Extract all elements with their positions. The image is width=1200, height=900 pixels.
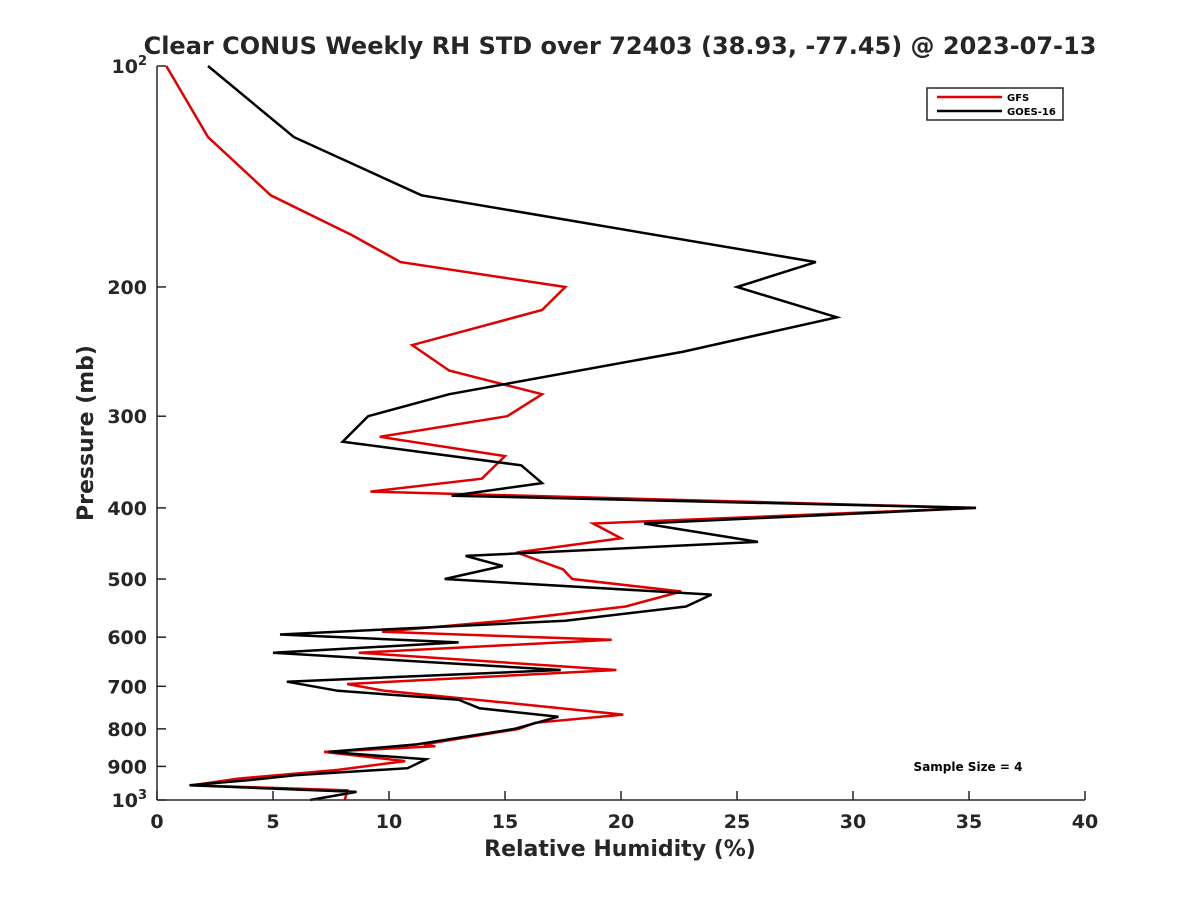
legend-entry-goes-16: GOES-16 [1007, 107, 1056, 118]
y-tick-label: 300 [107, 406, 147, 428]
y-tick-label: 700 [107, 676, 147, 698]
x-tick-label: 30 [840, 811, 866, 833]
y-axis-label: Pressure (mb) [74, 345, 99, 521]
series-layer [165, 65, 977, 802]
legend-entry-gfs: GFS [1007, 93, 1029, 104]
x-tick-label: 5 [266, 811, 279, 833]
y-tick-label: 102 [112, 54, 148, 78]
series-line-goes-16 [189, 65, 977, 802]
y-tick-label: 900 [107, 756, 147, 778]
y-tick-label: 200 [107, 277, 147, 299]
plot-area [157, 66, 1085, 800]
x-tick-label: 15 [492, 811, 518, 833]
legend: GFS GOES-16 [926, 87, 1064, 121]
y-tick-label: 400 [107, 498, 147, 520]
y-tick-label: 500 [107, 569, 147, 591]
x-tick-label: 40 [1072, 811, 1098, 833]
plot-background [157, 66, 1085, 800]
x-axis-label: Relative Humidity (%) [484, 837, 756, 862]
sample-size-annotation: Sample Size = 4 [914, 760, 1023, 774]
y-tick-label: 103 [112, 788, 148, 812]
x-tick-label: 10 [376, 811, 402, 833]
series-line-gfs [165, 65, 977, 801]
x-tick-label: 25 [724, 811, 750, 833]
legend-box [926, 87, 1064, 121]
x-tick-label: 35 [956, 811, 982, 833]
y-tick-label: 800 [107, 719, 147, 741]
axes-layer: 0 5 10 15 20 25 30 35 40 102 200 300 400 500 600 700 800… [107, 54, 1098, 833]
x-tick-label: 0 [150, 811, 163, 833]
x-tick-label: 20 [608, 811, 634, 833]
y-tick-label: 600 [107, 627, 147, 649]
chart-title: Clear CONUS Weekly RH STD over 72403 (38… [144, 32, 1097, 60]
